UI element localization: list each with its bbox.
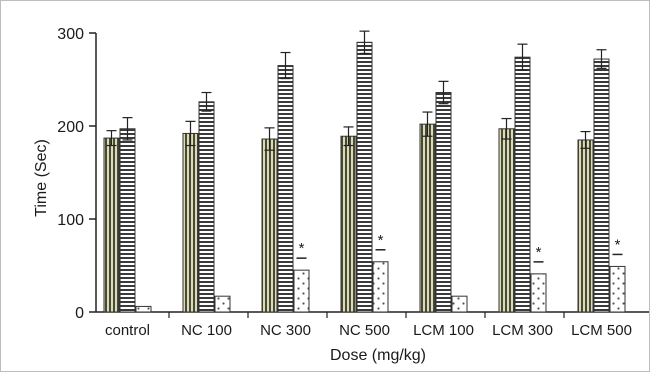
significance-label: * — [299, 240, 305, 257]
x-category-label: control — [105, 322, 150, 339]
y-tick-label: 0 — [75, 305, 84, 322]
bar — [198, 101, 215, 313]
bar — [435, 92, 452, 313]
bar — [261, 138, 278, 313]
bar — [214, 295, 231, 313]
bar — [530, 273, 547, 313]
y-tick-label: 200 — [57, 119, 84, 136]
x-category-label: LCM 300 — [492, 322, 553, 339]
significance-label: * — [378, 232, 384, 249]
bar — [356, 41, 373, 313]
bar — [119, 128, 136, 313]
x-category-label: LCM 100 — [413, 322, 474, 339]
bar — [293, 269, 310, 313]
bars — [103, 30, 626, 313]
bar — [182, 132, 199, 313]
significance-label: * — [536, 244, 542, 261]
y-tick-label: 100 — [57, 212, 84, 229]
y-tick-label: 300 — [57, 26, 84, 43]
bar — [451, 295, 468, 313]
bar — [609, 265, 626, 313]
bar — [277, 65, 294, 313]
x-category-label: LCM 500 — [571, 322, 632, 339]
x-category-label: NC 300 — [260, 322, 311, 339]
bar — [577, 139, 594, 313]
bar — [103, 137, 120, 313]
bar — [135, 305, 152, 313]
bar — [419, 123, 436, 313]
significance-label: * — [615, 236, 621, 253]
bar — [498, 128, 515, 313]
bar — [340, 135, 357, 313]
y-axis-title: Time (Sec) — [33, 139, 50, 217]
x-category-label: NC 100 — [181, 322, 232, 339]
x-category-label: NC 500 — [339, 322, 390, 339]
x-axis-title: Dose (mg/kg) — [330, 347, 426, 364]
bar — [593, 58, 610, 313]
bar — [514, 56, 531, 313]
bar — [372, 261, 389, 313]
labels: control NC 100 NC 300 NC 500 LCM 100 LCM 300 L… — [105, 232, 632, 339]
